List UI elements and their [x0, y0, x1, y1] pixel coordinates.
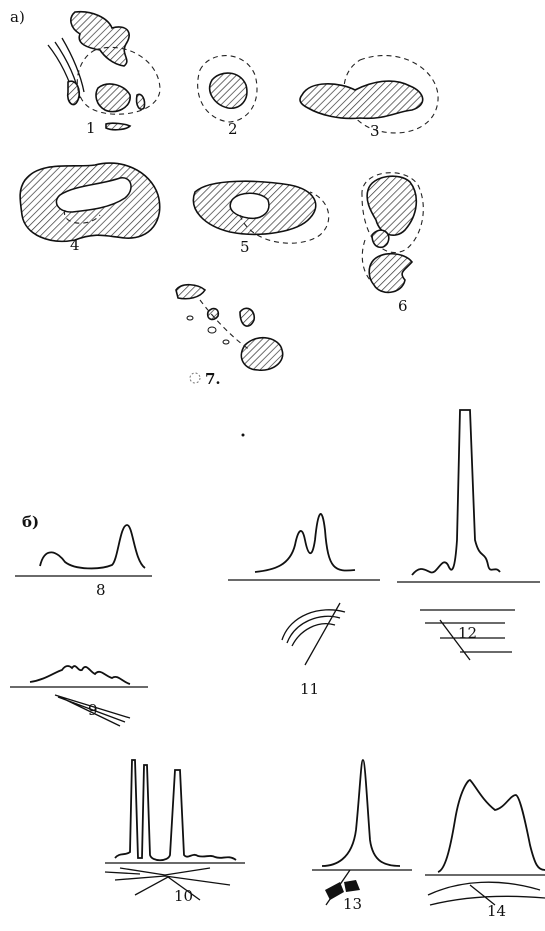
figure-4: 4 — [20, 163, 160, 254]
figure-3: 3 — [300, 56, 438, 140]
figure-label: 10 — [174, 887, 193, 905]
figure-label: 8 — [96, 581, 106, 599]
figure-label: 1 — [86, 119, 96, 137]
figure-14: 14 — [425, 780, 545, 920]
figure-7: 7. — [176, 285, 283, 388]
figure-9: 9 — [10, 666, 148, 726]
figure-1: 1 — [48, 12, 160, 137]
figure-12: 12 — [397, 410, 540, 660]
figure-2: 2 — [198, 56, 257, 138]
figure-13: 13 — [312, 760, 412, 913]
figure-6: 6 — [362, 173, 423, 315]
figure-8: 8 — [15, 525, 152, 599]
figure-label: 7. — [205, 370, 221, 388]
figure-label: 4 — [70, 236, 80, 254]
figure-label: 9 — [88, 701, 98, 719]
figure-label: 12 — [458, 624, 477, 642]
speck — [242, 434, 245, 437]
figure-10: 10 — [105, 760, 245, 905]
figure-label: 14 — [487, 902, 506, 920]
figure-label: 3 — [370, 122, 380, 140]
figure-label: 13 — [343, 895, 362, 913]
figure-5: 5 — [193, 181, 328, 256]
figure-label: 5 — [240, 238, 250, 256]
figure-label: 11 — [300, 680, 319, 698]
figure-11: 11 — [228, 514, 380, 698]
figure: a) 1 2 3 4 5 6 — [0, 0, 545, 931]
figure-label: 6 — [398, 297, 408, 315]
panel-label: б) — [22, 513, 39, 531]
panel-label: a) — [10, 8, 25, 26]
figure-label: 2 — [228, 120, 238, 138]
